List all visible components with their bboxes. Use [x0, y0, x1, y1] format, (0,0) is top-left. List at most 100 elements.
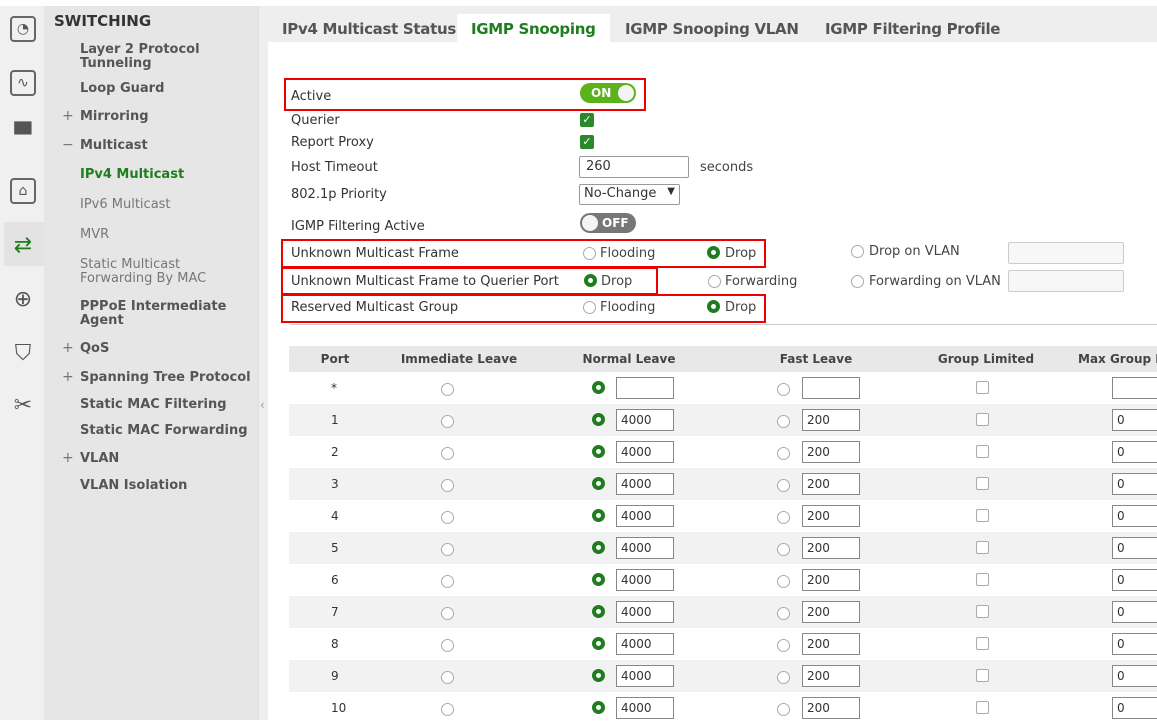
expand-icon[interactable]: + — [62, 108, 74, 124]
group-limited-checkbox[interactable] — [976, 605, 989, 618]
immediate-leave-radio[interactable] — [441, 607, 454, 620]
immediate-leave-radio[interactable] — [441, 575, 454, 588]
sidebar-item-vlan-isolation[interactable]: VLAN Isolation — [80, 478, 188, 493]
group-limited-checkbox[interactable] — [976, 445, 989, 458]
fast-leave-input[interactable]: 200 — [802, 441, 860, 463]
sidebar-item-multicast[interactable]: Multicast — [80, 138, 148, 153]
fast-leave-radio[interactable] — [777, 639, 790, 652]
sidebar-item-ipv4-multicast[interactable]: IPv4 Multicast — [80, 167, 185, 182]
switching-icon[interactable]: ⇄ — [13, 232, 33, 258]
sidebar-item-qos[interactable]: QoS — [80, 341, 110, 356]
querier-port-forwarding-on-vlan-radio[interactable] — [851, 275, 864, 288]
fast-leave-input[interactable]: 200 — [802, 569, 860, 591]
normal-leave-radio[interactable] — [592, 413, 605, 426]
group-limited-checkbox[interactable] — [976, 381, 989, 394]
normal-leave-input[interactable]: 4000 — [616, 633, 674, 655]
group-limited-checkbox[interactable] — [976, 541, 989, 554]
fast-leave-input[interactable]: 200 — [802, 409, 860, 431]
fast-leave-radio[interactable] — [777, 575, 790, 588]
fast-leave-radio[interactable] — [777, 703, 790, 716]
unknown-frame-drop-on-vlan-radio[interactable] — [851, 245, 864, 258]
normal-leave-radio[interactable] — [592, 573, 605, 586]
normal-leave-input[interactable]: 4000 — [616, 441, 674, 463]
fast-leave-input[interactable]: 200 — [802, 473, 860, 495]
immediate-leave-radio[interactable] — [441, 479, 454, 492]
active-toggle[interactable]: ON — [580, 83, 636, 103]
fast-leave-input[interactable]: 200 — [802, 601, 860, 623]
group-limited-checkbox[interactable] — [976, 477, 989, 490]
immediate-leave-radio[interactable] — [441, 383, 454, 396]
immediate-leave-radio[interactable] — [441, 447, 454, 460]
normal-leave-radio[interactable] — [592, 605, 605, 618]
immediate-leave-radio[interactable] — [441, 415, 454, 428]
sidebar-item-l2pt[interactable]: Layer 2 Protocol Tunneling — [80, 42, 200, 71]
shield-icon[interactable]: ⛉ — [14, 340, 32, 366]
expand-icon[interactable]: + — [62, 340, 74, 356]
group-limited-checkbox[interactable] — [976, 413, 989, 426]
fast-leave-radio[interactable] — [777, 671, 790, 684]
normal-leave-radio[interactable] — [592, 445, 605, 458]
drop-vlan-input[interactable] — [1008, 242, 1124, 264]
reserved-drop-radio[interactable] — [707, 300, 720, 313]
unknown-frame-flooding-radio[interactable] — [583, 247, 596, 260]
sidebar-item-vlan[interactable]: VLAN — [80, 451, 120, 466]
max-group-input[interactable]: 0 — [1112, 665, 1157, 687]
max-group-input[interactable]: 0 — [1112, 505, 1157, 527]
querier-port-drop-radio[interactable] — [584, 274, 597, 287]
max-group-input[interactable] — [1112, 377, 1157, 399]
tab-igmp-snooping[interactable]: IGMP Snooping — [457, 14, 610, 42]
immediate-leave-radio[interactable] — [441, 639, 454, 652]
normal-leave-radio[interactable] — [592, 381, 605, 394]
normal-leave-input[interactable]: 4000 — [616, 665, 674, 687]
normal-leave-input[interactable]: 4000 — [616, 505, 674, 527]
max-group-input[interactable]: 0 — [1112, 409, 1157, 431]
unknown-frame-drop-radio[interactable] — [707, 246, 720, 259]
fast-leave-input[interactable] — [802, 377, 860, 399]
fast-leave-radio[interactable] — [777, 511, 790, 524]
reserved-flooding-radio[interactable] — [583, 301, 596, 314]
tools-icon[interactable]: ✂ — [13, 392, 33, 418]
normal-leave-input[interactable] — [616, 377, 674, 399]
priority-select[interactable]: No-Change ▼ — [579, 184, 680, 205]
filtering-active-toggle[interactable]: OFF — [580, 213, 636, 233]
collapse-icon[interactable]: − — [62, 137, 74, 153]
normal-leave-input[interactable]: 4000 — [616, 409, 674, 431]
max-group-input[interactable]: 0 — [1112, 601, 1157, 623]
sidebar-item-mirroring[interactable]: Mirroring — [80, 109, 149, 124]
max-group-input[interactable]: 0 — [1112, 697, 1157, 719]
fast-leave-input[interactable]: 200 — [802, 665, 860, 687]
immediate-leave-radio[interactable] — [441, 671, 454, 684]
max-group-input[interactable]: 0 — [1112, 633, 1157, 655]
normal-leave-radio[interactable] — [592, 637, 605, 650]
normal-leave-input[interactable]: 4000 — [616, 537, 674, 559]
group-limited-checkbox[interactable] — [976, 669, 989, 682]
sidebar-item-mvr[interactable]: MVR — [80, 227, 110, 242]
normal-leave-radio[interactable] — [592, 669, 605, 682]
fast-leave-input[interactable]: 200 — [802, 537, 860, 559]
network-port-icon[interactable]: ⌂ — [10, 178, 36, 204]
report-proxy-checkbox[interactable]: ✓ — [580, 135, 594, 149]
fast-leave-input[interactable]: 200 — [802, 505, 860, 527]
normal-leave-input[interactable]: 4000 — [616, 601, 674, 623]
dashboard-icon[interactable]: ◔ — [10, 16, 36, 42]
monitor-wave-icon[interactable]: ∿ — [10, 70, 36, 96]
immediate-leave-radio[interactable] — [441, 511, 454, 524]
max-group-input[interactable]: 0 — [1112, 441, 1157, 463]
sidebar-item-static-multicast[interactable]: Static Multicast Forwarding By MAC — [80, 257, 207, 286]
sidebar-item-stp[interactable]: Spanning Tree Protocol — [80, 370, 251, 385]
sidebar-item-pppoe[interactable]: PPPoE Intermediate Agent — [80, 299, 227, 328]
fast-leave-radio[interactable] — [777, 607, 790, 620]
normal-leave-radio[interactable] — [592, 541, 605, 554]
max-group-input[interactable]: 0 — [1112, 569, 1157, 591]
normal-leave-input[interactable]: 4000 — [616, 569, 674, 591]
chevron-left-icon[interactable]: ‹ — [260, 398, 265, 412]
normal-leave-input[interactable]: 4000 — [616, 473, 674, 495]
group-limited-checkbox[interactable] — [976, 637, 989, 650]
querier-port-forwarding-radio[interactable] — [708, 275, 721, 288]
immediate-leave-radio[interactable] — [441, 703, 454, 716]
fast-leave-radio[interactable] — [777, 447, 790, 460]
fast-leave-input[interactable]: 200 — [802, 697, 860, 719]
globe-icon[interactable]: ⊕ — [13, 286, 33, 312]
tab-ipv4-multicast-status[interactable]: IPv4 Multicast Status — [282, 20, 456, 38]
expand-icon[interactable]: + — [62, 369, 74, 385]
